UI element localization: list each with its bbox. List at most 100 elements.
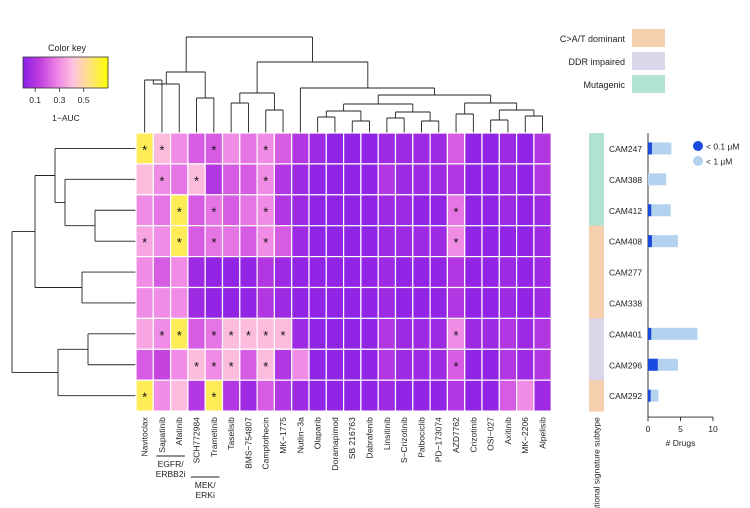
- significance-star: *: [177, 328, 182, 343]
- bar-chart-tick-label: 10: [708, 424, 718, 434]
- heatmap-cell: [308, 348, 327, 381]
- sample-label: CAM292: [609, 391, 642, 401]
- significance-star: *: [211, 204, 216, 219]
- significance-star: *: [263, 235, 268, 250]
- heatmap-cell: [187, 132, 206, 165]
- significance-star: *: [211, 142, 216, 157]
- heatmap-cell: [446, 286, 466, 319]
- significance-star: *: [263, 142, 268, 157]
- heatmap-cell: [187, 286, 206, 319]
- heatmap-cell: [429, 225, 449, 258]
- heatmap-cell: [325, 256, 345, 289]
- heatmap-cell: [429, 317, 449, 350]
- row-dendrogram: [11, 148, 136, 397]
- subtype-legend: C>A/T dominant DDR impaired Mutagenic: [560, 29, 665, 93]
- heatmap-cell: [291, 286, 310, 319]
- color-key-tick-label: 0.1: [29, 95, 41, 105]
- heatmap-cell: [204, 256, 224, 289]
- heatmap-cell: [377, 286, 397, 319]
- heatmap-cell: [377, 256, 397, 289]
- heatmap-cell: [152, 256, 172, 289]
- heatmap-cell: [360, 379, 379, 412]
- heatmap-cell: [343, 163, 362, 196]
- heatmap-cell: [515, 194, 535, 227]
- heatmap-cell: [135, 286, 154, 319]
- heatmap-cell: [360, 256, 379, 289]
- heatmap-cell: [464, 348, 483, 381]
- bar-chart-tick-label: 5: [678, 424, 683, 434]
- heatmap-cell: [394, 132, 414, 165]
- significance-star: *: [194, 173, 199, 188]
- bar-lt-0-1um: [648, 142, 652, 155]
- heatmap-cell: [308, 317, 327, 350]
- heatmap-cell: [412, 163, 431, 196]
- heatmap-cell: [291, 132, 310, 165]
- drug-label: AZD7762: [451, 417, 461, 453]
- drug-labels: Navitoclax Sapatinib Afatinib SCH772984 Tram…: [140, 416, 602, 508]
- drug-label: Olaparib: [313, 417, 323, 449]
- heatmap-cell: [481, 132, 500, 165]
- heatmap-cell: [481, 256, 500, 289]
- heatmap-cell: [464, 225, 483, 258]
- heatmap-cell: [446, 163, 466, 196]
- sample-label: CAM412: [609, 206, 642, 216]
- heatmap-cell: [308, 194, 327, 227]
- heatmap-cell: [273, 225, 293, 258]
- heatmap-cell: [377, 317, 397, 350]
- drug-label: Navitoclax: [140, 416, 150, 456]
- heatmap-cell: [394, 163, 414, 196]
- significance-star: *: [211, 390, 216, 405]
- heatmap-cell: [291, 348, 310, 381]
- significance-star: *: [142, 142, 147, 157]
- heatmap-cell: [239, 132, 258, 165]
- heatmap-cell: [515, 317, 535, 350]
- significance-star: *: [159, 142, 164, 157]
- heatmap-cell: [464, 379, 483, 412]
- heatmap-cell: [464, 132, 483, 165]
- heatmap-cell: [446, 256, 466, 289]
- bar-legend-marker: [693, 141, 703, 151]
- significance-star: *: [454, 235, 459, 250]
- heatmap-cell: [412, 379, 431, 412]
- heatmap-cell: [273, 379, 293, 412]
- heatmap-cell: [377, 225, 397, 258]
- heatmap-cell: [291, 317, 310, 350]
- heatmap-cell: [308, 256, 327, 289]
- heatmap-cell: [533, 256, 552, 289]
- heatmap-cell: [308, 225, 327, 258]
- heatmap-cell: [308, 379, 327, 412]
- heatmap-cell: [533, 194, 552, 227]
- heatmap-cell: [515, 286, 535, 319]
- subtype-cell: [589, 287, 604, 319]
- color-key-gradient: [22, 56, 109, 89]
- heatmap-cells: [135, 132, 552, 412]
- drug-group-labels: EGFR/ERBB2i MEK/ERKi: [156, 455, 220, 500]
- heatmap-cell: [481, 379, 500, 412]
- heatmap-cell: [533, 317, 552, 350]
- significance-star: *: [281, 328, 286, 343]
- significance-star: *: [454, 359, 459, 374]
- heatmap-cell: [221, 286, 241, 319]
- significance-star: *: [211, 235, 216, 250]
- bar-lt-1um: [648, 173, 667, 186]
- heatmap-cell: [135, 163, 154, 196]
- subtype-cell: [589, 194, 604, 227]
- heatmap-cell: [412, 286, 431, 319]
- heatmap-cell: [325, 317, 345, 350]
- heatmap-cell: [360, 163, 379, 196]
- heatmap-cell: [412, 317, 431, 350]
- heatmap-cell: [343, 132, 362, 165]
- heatmap-cell: [170, 256, 189, 289]
- heatmap-cell: [291, 225, 310, 258]
- legend-swatch: [632, 75, 665, 93]
- significance-star: *: [194, 359, 199, 374]
- legend-label: C>A/T dominant: [560, 34, 626, 44]
- drug-label: Camptothecin: [261, 417, 271, 470]
- drug-count-bar-chart: 0 5 10 # Drugs < 0.1 µM < 1 µM: [646, 133, 739, 448]
- heatmap-cell: [343, 286, 362, 319]
- heatmap-cell: [325, 379, 345, 412]
- drug-label: BMS−754807: [243, 417, 253, 469]
- sample-label: CAM277: [609, 268, 642, 278]
- group-label-erbb2i: ERBB2i: [156, 469, 186, 479]
- heatmap-cell: [152, 348, 172, 381]
